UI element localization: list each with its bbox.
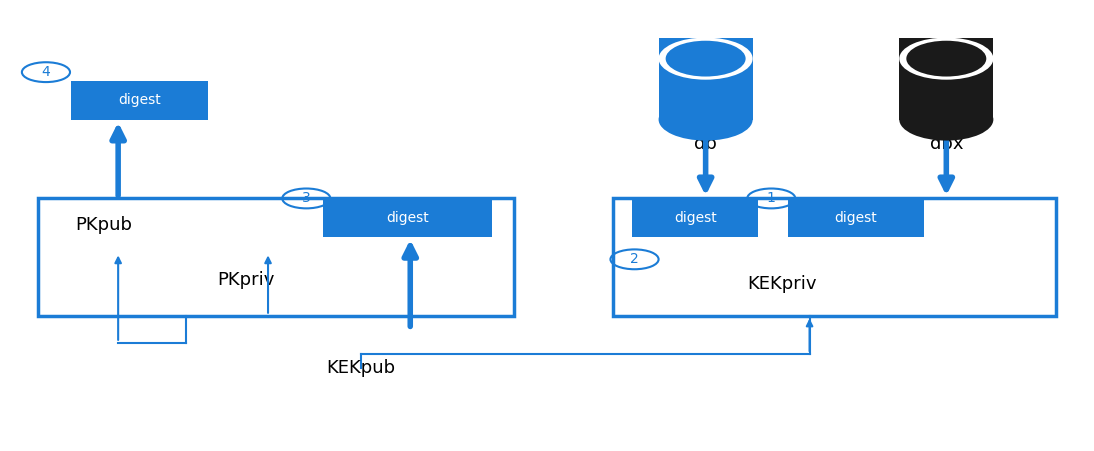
Text: digest: digest	[835, 211, 877, 225]
Ellipse shape	[906, 41, 987, 77]
Text: 4: 4	[42, 65, 50, 79]
Bar	[659, 59, 753, 120]
Text: 2: 2	[630, 252, 639, 267]
Text: dbx: dbx	[930, 135, 963, 153]
Text: PKpriv: PKpriv	[218, 271, 275, 289]
Text: db: db	[695, 135, 717, 153]
Text: PKpub: PKpub	[75, 216, 132, 235]
Text: 3: 3	[302, 191, 311, 206]
Text: digest: digest	[118, 93, 161, 107]
Bar	[71, 81, 208, 120]
Bar	[613, 198, 1056, 316]
Ellipse shape	[899, 98, 993, 141]
Ellipse shape	[899, 37, 993, 80]
Bar	[323, 198, 492, 237]
Text: digest: digest	[386, 211, 429, 225]
Bar	[788, 198, 924, 237]
Bar	[38, 198, 514, 316]
Text: KEKpub: KEKpub	[326, 359, 396, 377]
Bar	[632, 198, 758, 237]
Bar	[899, 59, 993, 120]
Bar	[659, 37, 753, 59]
Text: 1: 1	[767, 191, 776, 206]
Text: KEKpriv: KEKpriv	[747, 275, 817, 293]
Ellipse shape	[665, 41, 746, 77]
Bar	[899, 37, 993, 59]
Ellipse shape	[659, 37, 753, 80]
Text: digest: digest	[674, 211, 717, 225]
Ellipse shape	[659, 98, 753, 141]
